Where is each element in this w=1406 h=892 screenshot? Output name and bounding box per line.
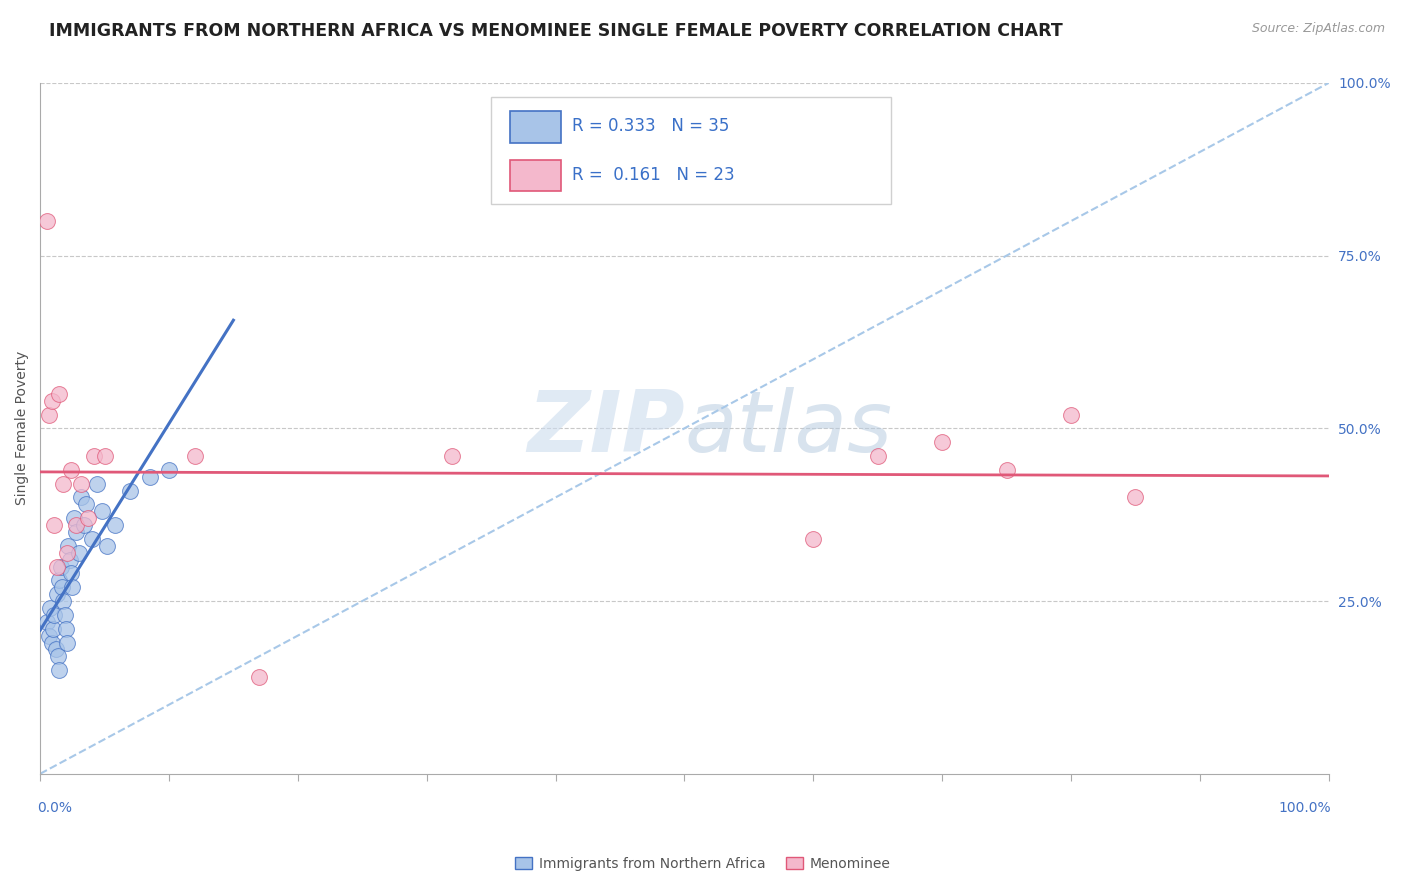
FancyBboxPatch shape [510, 112, 561, 143]
Point [41, 635, 63, 649]
Point [70, 476, 93, 491]
Point [48, 663, 70, 677]
Point [45, 587, 67, 601]
Point [52, 594, 75, 608]
FancyBboxPatch shape [491, 96, 890, 204]
Point [60, 580, 83, 594]
Point [41, 393, 63, 408]
Point [65, 524, 87, 539]
Point [49, 559, 72, 574]
Point [44, 518, 66, 533]
Point [96, 539, 118, 553]
Point [35, 214, 58, 228]
Point [138, 469, 160, 483]
Point [995, 463, 1018, 477]
Point [67, 546, 90, 560]
Point [55, 622, 77, 636]
Point [1060, 408, 1083, 422]
Point [38, 629, 60, 643]
Point [45, 642, 67, 657]
Point [866, 449, 889, 463]
Text: R =  0.161   N = 23: R = 0.161 N = 23 [572, 166, 735, 184]
Point [42, 622, 65, 636]
Point [76, 497, 98, 511]
Point [801, 532, 824, 546]
Point [48, 574, 70, 588]
Point [80, 532, 103, 546]
Text: 100.0%: 100.0% [1278, 801, 1331, 814]
Point [104, 518, 127, 533]
Point [48, 387, 70, 401]
Point [62, 511, 84, 525]
Text: ZIP: ZIP [527, 387, 685, 470]
Point [91, 504, 114, 518]
Point [70, 491, 93, 505]
Legend: Immigrants from Northern Africa, Menominee: Immigrants from Northern Africa, Menomin… [509, 851, 897, 876]
Point [83, 449, 105, 463]
Point [58, 539, 80, 553]
Point [73, 518, 96, 533]
Point [60, 566, 83, 581]
Point [38, 408, 60, 422]
Point [76, 511, 98, 525]
Point [86, 476, 108, 491]
FancyBboxPatch shape [510, 160, 561, 192]
Point [60, 463, 83, 477]
Point [35, 615, 58, 629]
Text: IMMIGRANTS FROM NORTHERN AFRICA VS MENOMINEE SINGLE FEMALE POVERTY CORRELATION C: IMMIGRANTS FROM NORTHERN AFRICA VS MENOM… [49, 22, 1063, 40]
Text: R = 0.333   N = 35: R = 0.333 N = 35 [572, 118, 730, 136]
Point [247, 670, 270, 684]
Point [93, 449, 115, 463]
Point [157, 463, 180, 477]
Point [441, 449, 464, 463]
Point [56, 635, 79, 649]
Text: 0.0%: 0.0% [38, 801, 73, 814]
Point [59, 552, 82, 566]
Point [65, 518, 87, 533]
Point [931, 435, 953, 450]
Point [53, 607, 76, 622]
Point [44, 607, 66, 622]
Point [46, 649, 69, 664]
Point [51, 580, 73, 594]
Point [56, 546, 79, 560]
Point [39, 601, 62, 615]
Text: atlas: atlas [685, 387, 893, 470]
Text: Source: ZipAtlas.com: Source: ZipAtlas.com [1251, 22, 1385, 36]
Point [1125, 491, 1147, 505]
Point [52, 476, 75, 491]
Point [184, 449, 207, 463]
Point [45, 559, 67, 574]
Y-axis label: Single Female Poverty: Single Female Poverty [15, 351, 30, 506]
Point [120, 483, 142, 498]
